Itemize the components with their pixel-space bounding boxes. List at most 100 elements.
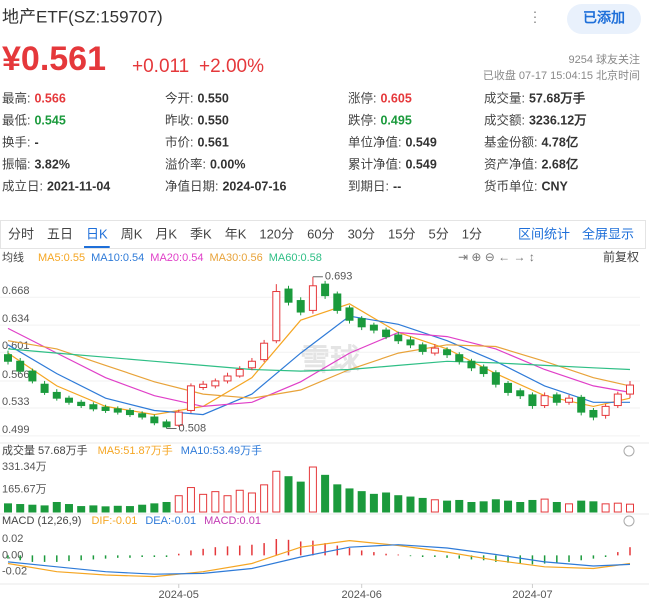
- volume-bar: [613, 502, 622, 513]
- candle-body: [491, 372, 500, 385]
- volume-bar: [601, 503, 610, 513]
- volume-bar: [491, 499, 500, 513]
- candle-body: [613, 393, 622, 407]
- tab[interactable]: 月K: [155, 226, 177, 241]
- stat-value: 57.68万手: [529, 90, 586, 105]
- y-tick-label: 0.566: [2, 369, 30, 381]
- tab[interactable]: 60分: [307, 226, 334, 241]
- volume-bar: [333, 484, 342, 513]
- stat-label: 振幅:: [2, 156, 30, 171]
- toolbar-icons[interactable]: ⇥ ⊕ ⊖ ← → ↕: [458, 250, 535, 264]
- y-tick-label: -0.02: [2, 566, 27, 578]
- candle-body: [199, 383, 208, 389]
- volume-bar: [589, 501, 598, 513]
- tab-link[interactable]: 全屏显示: [582, 226, 634, 241]
- ma-line: [7, 303, 631, 416]
- stat-value: 0.549: [405, 157, 436, 171]
- volume-bar: [4, 503, 12, 513]
- candle-body: [211, 380, 220, 387]
- annotation: 0.693: [325, 271, 353, 283]
- more-icon[interactable]: ⋮: [528, 9, 542, 25]
- tab[interactable]: 五日: [47, 226, 73, 241]
- volume-bar: [565, 503, 574, 513]
- volume-bar: [455, 499, 464, 513]
- volume-bar: [406, 496, 415, 513]
- tab[interactable]: 5分: [429, 226, 449, 241]
- volume-bar: [272, 470, 281, 513]
- x-tick-label: 2024-05: [159, 589, 199, 601]
- candle-body: [540, 395, 549, 407]
- legend-entry: MACD:0.01: [204, 515, 261, 527]
- volume-bar: [223, 495, 232, 513]
- volume-bar: [577, 500, 586, 513]
- volume-bar: [321, 474, 330, 513]
- ma-line: [7, 348, 631, 372]
- tab-bar: [0, 220, 646, 249]
- volume-bar: [89, 505, 98, 513]
- tab[interactable]: 15分: [388, 226, 415, 241]
- candle-body: [138, 413, 147, 418]
- volume-bar: [430, 499, 439, 513]
- candle-body: [101, 406, 110, 411]
- tab[interactable]: 周K: [121, 226, 143, 241]
- volume-bar: [64, 504, 73, 513]
- panel-settings[interactable]: [623, 445, 635, 457]
- volume-bar: [528, 499, 537, 513]
- tab[interactable]: 1分: [462, 226, 482, 241]
- stat-value: 0.605: [380, 91, 411, 105]
- tab[interactable]: 年K: [225, 226, 247, 241]
- volume-bar: [552, 501, 561, 513]
- volume-bar: [16, 504, 25, 513]
- volume-bar: [125, 506, 134, 513]
- candle-body: [345, 307, 354, 321]
- stat-label: 最高:: [2, 90, 30, 105]
- tab[interactable]: 季K: [190, 226, 212, 241]
- candle-body: [52, 391, 61, 399]
- stat-label: 基金份额:: [484, 134, 537, 149]
- volume-bar: [52, 501, 61, 513]
- volume-bar: [174, 495, 183, 513]
- volume-bar: [345, 488, 354, 513]
- volume-bar: [101, 506, 110, 513]
- candle-body: [235, 368, 244, 377]
- stat-label: 跌停:: [348, 112, 376, 127]
- candle-body: [247, 360, 256, 369]
- tab[interactable]: 分时: [8, 226, 34, 241]
- stat-value: 2021-11-04: [47, 179, 110, 193]
- volume-bar: [235, 489, 244, 513]
- candle-body: [260, 342, 269, 361]
- stat-value: 0.00%: [210, 157, 245, 171]
- stat-label: 资产净值:: [484, 156, 537, 171]
- candle-body: [186, 385, 195, 411]
- x-tick-label: 2024-06: [341, 589, 381, 601]
- adjust-mode[interactable]: 前复权: [603, 249, 639, 264]
- stat-label: 成交额:: [484, 112, 525, 127]
- tab[interactable]: 120分: [259, 226, 294, 241]
- add-button[interactable]: [567, 4, 641, 34]
- y-tick-label: 0.634: [2, 313, 30, 325]
- status: 已收盘 07-17 15:04:15 北京时间: [483, 68, 640, 82]
- tab[interactable]: 30分: [348, 226, 375, 241]
- volume-bar: [162, 501, 171, 513]
- volume-bar: [260, 484, 269, 513]
- stat-label: 货币单位:: [484, 178, 537, 193]
- tab-link[interactable]: 区间统计: [518, 226, 570, 241]
- y-tick-label: 0.499: [2, 424, 30, 436]
- candle-body: [443, 349, 452, 356]
- ma-line: [7, 315, 630, 416]
- candle-body: [394, 334, 403, 342]
- stat-value: 2.68亿: [541, 156, 578, 171]
- candle-body: [455, 354, 464, 362]
- stat-value: 4.78亿: [541, 134, 578, 149]
- tab[interactable]: 日K: [86, 226, 108, 241]
- candle-body: [64, 397, 73, 403]
- candle-body: [296, 300, 305, 313]
- candle-body: [333, 293, 342, 311]
- legend-entry: MA30:0.56: [210, 252, 263, 264]
- add-button-label[interactable]: 已添加: [583, 10, 625, 26]
- volume-bar: [369, 493, 378, 513]
- stat-label: 涨停:: [348, 90, 376, 105]
- price-change: +0.011: [132, 56, 189, 77]
- panel-settings[interactable]: [623, 515, 635, 527]
